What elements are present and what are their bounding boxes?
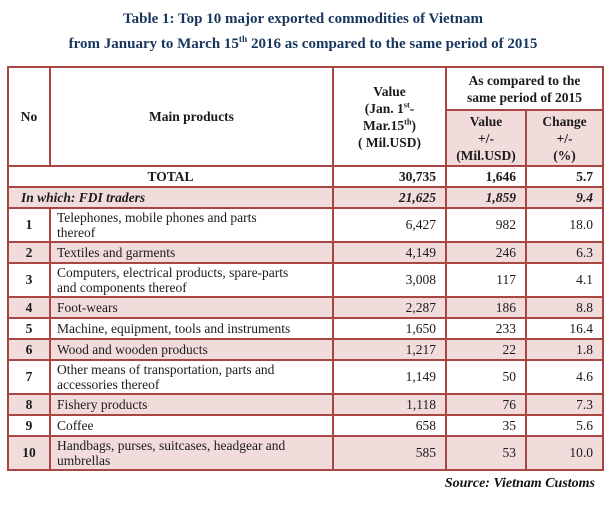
product-row: 9 Coffee 658 35 5.6 [7, 414, 604, 437]
source-note: Source: Vietnam Customs [444, 476, 595, 491]
row-change-value: 76 [445, 393, 527, 416]
row-change-pct: 7.3 [525, 393, 604, 416]
row-change-pct: 1.8 [525, 338, 604, 361]
row-value: 3,008 [332, 262, 447, 298]
row-value: 1,149 [332, 359, 447, 395]
col-header-compare-value: Value +/- (Mil.USD) [445, 109, 527, 167]
col-header-compare-change: Change +/- (%) [525, 109, 604, 167]
col-header-no: No [7, 66, 51, 167]
row-value: 6,427 [332, 207, 447, 243]
fdi-traders-row: In which: FDI traders 21,625 1,859 9.4 [7, 186, 604, 209]
col-header-main-products: Main products [49, 66, 334, 167]
superscript-th: th [404, 117, 412, 126]
row-product: Telephones, mobile phones and parts ther… [49, 207, 334, 243]
row-value: 4,149 [332, 241, 447, 264]
product-row: 10 Handbags, purses, suitcases, headgear … [7, 435, 604, 471]
fdi-change-value: 1,859 [445, 186, 527, 209]
row-change-value: 246 [445, 241, 527, 264]
title-line-2: from January to March 15th 2016 as compa… [68, 35, 538, 52]
col-header-compare-group: As compared to the same period of 2015 [445, 66, 604, 111]
total-row: TOTAL 30,735 1,646 5.7 [7, 165, 604, 188]
commodities-table: No Main products Value (Jan. 1st- Mar.15th… [7, 66, 604, 471]
row-product: Handbags, purses, suitcases, headgear an… [49, 435, 334, 471]
product-row: 7 Other means of transportation, parts an… [7, 359, 604, 395]
product-row: 3 Computers, electrical products, spare-p… [7, 262, 604, 298]
row-product: Fishery products [49, 393, 334, 416]
row-no: 5 [7, 317, 51, 340]
title-line-1: Table 1: Top 10 major exported commoditi… [123, 11, 483, 27]
row-change-pct: 8.8 [525, 296, 604, 319]
product-row: 5 Machine, equipment, tools and instrumen… [7, 317, 604, 340]
product-row: 4 Foot-wears 2,287 186 8.8 [7, 296, 604, 319]
product-row: 6 Wood and wooden products 1,217 22 1.8 [7, 338, 604, 361]
row-change-value: 53 [445, 435, 527, 471]
row-change-pct: 4.1 [525, 262, 604, 298]
row-change-value: 22 [445, 338, 527, 361]
row-change-value: 117 [445, 262, 527, 298]
row-product: Other means of transportation, parts and… [49, 359, 334, 395]
row-change-pct: 5.6 [525, 414, 604, 437]
row-no: 1 [7, 207, 51, 243]
row-change-pct: 16.4 [525, 317, 604, 340]
superscript-th: th [238, 35, 248, 45]
row-product: Computers, electrical products, spare-pa… [49, 262, 334, 298]
total-change-pct: 5.7 [525, 165, 604, 188]
row-product: Machine, equipment, tools and instrument… [49, 317, 334, 340]
fdi-label: In which: FDI traders [7, 186, 334, 209]
row-change-value: 233 [445, 317, 527, 340]
table-body: TOTAL 30,735 1,646 5.7 In which: FDI tra… [7, 165, 604, 471]
row-change-pct: 18.0 [525, 207, 604, 243]
row-no: 6 [7, 338, 51, 361]
row-change-value: 186 [445, 296, 527, 319]
row-change-value: 35 [445, 414, 527, 437]
product-row: 1 Telephones, mobile phones and parts the… [7, 207, 604, 243]
row-no: 8 [7, 393, 51, 416]
table-title: Table 1: Top 10 major exported commoditi… [0, 11, 606, 53]
total-value: 30,735 [332, 165, 447, 188]
total-change-value: 1,646 [445, 165, 527, 188]
row-no: 4 [7, 296, 51, 319]
total-label: TOTAL [7, 165, 334, 188]
row-value: 1,217 [332, 338, 447, 361]
row-value: 658 [332, 414, 447, 437]
row-change-pct: 4.6 [525, 359, 604, 395]
row-change-pct: 6.3 [525, 241, 604, 264]
row-no: 10 [7, 435, 51, 471]
fdi-value: 21,625 [332, 186, 447, 209]
row-no: 7 [7, 359, 51, 395]
row-no: 9 [7, 414, 51, 437]
superscript-st: st [403, 100, 410, 109]
col-header-value: Value (Jan. 1st- Mar.15th)( Mil.USD) [332, 66, 447, 167]
row-value: 1,118 [332, 393, 447, 416]
row-value: 1,650 [332, 317, 447, 340]
fdi-change-pct: 9.4 [525, 186, 604, 209]
row-no: 2 [7, 241, 51, 264]
row-product: Coffee [49, 414, 334, 437]
row-value: 585 [332, 435, 447, 471]
product-row: 8 Fishery products 1,118 76 7.3 [7, 393, 604, 416]
row-product: Wood and wooden products [49, 338, 334, 361]
row-no: 3 [7, 262, 51, 298]
row-change-value: 982 [445, 207, 527, 243]
product-row: 2 Textiles and garments 4,149 246 6.3 [7, 241, 604, 264]
row-product: Textiles and garments [49, 241, 334, 264]
row-product: Foot-wears [49, 296, 334, 319]
row-value: 2,287 [332, 296, 447, 319]
row-change-pct: 10.0 [525, 435, 604, 471]
row-change-value: 50 [445, 359, 527, 395]
